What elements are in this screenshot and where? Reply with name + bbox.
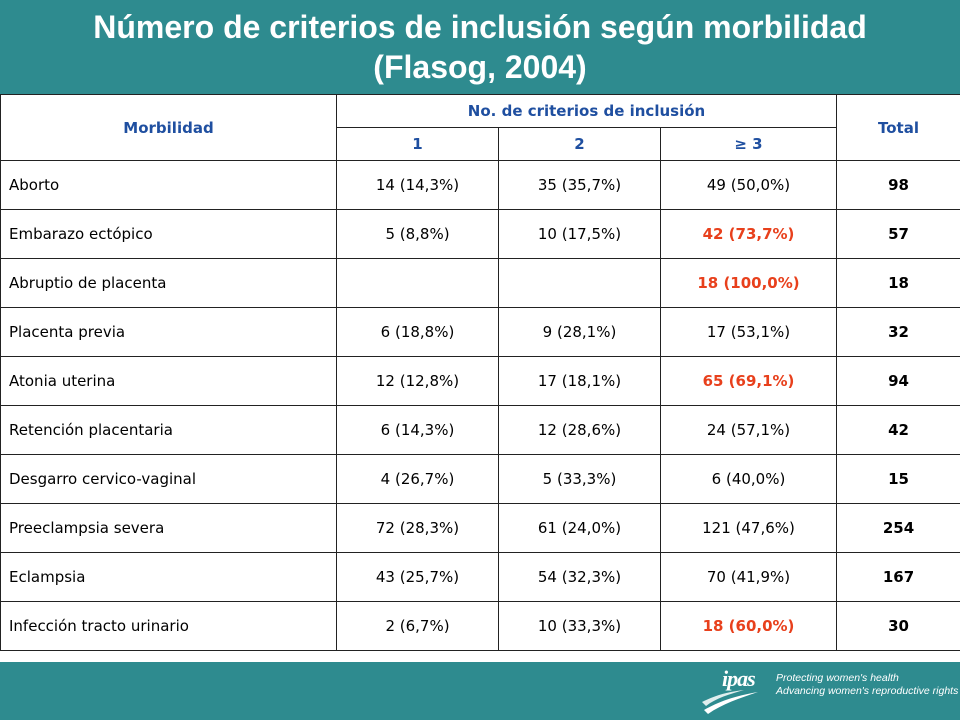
cell-total: 42	[836, 405, 960, 455]
cell-c1: 43 (25,7%)	[336, 552, 499, 602]
cell-c1: 5 (8,8%)	[336, 209, 499, 259]
logo-tagline: Protecting women's health Advancing wome…	[776, 672, 958, 698]
row-label: Aborto	[0, 160, 337, 210]
cell-c3: 70 (41,9%)	[660, 552, 837, 602]
title-line-1: Número de criterios de inclusión según m…	[93, 9, 867, 45]
cell-total: 254	[836, 503, 960, 553]
table-container: Morbilidad No. de criterios de inclusión…	[0, 94, 960, 662]
cell-total: 98	[836, 160, 960, 210]
cell-c2: 10 (17,5%)	[498, 209, 661, 259]
header-criteria-3plus: ≥ 3	[660, 127, 837, 161]
logo-tagline-1: Protecting women's health	[776, 672, 899, 684]
table-row: Embarazo ectópico 5 (8,8%) 10 (17,5%) 42…	[0, 209, 960, 259]
cell-c2: 17 (18,1%)	[498, 356, 661, 406]
cell-c2	[498, 258, 661, 308]
row-label: Abruptio de placenta	[0, 258, 337, 308]
header-criteria-1: 1	[336, 127, 499, 161]
header-criteria-group: No. de criterios de inclusión	[336, 94, 837, 128]
cell-c3: 6 (40,0%)	[660, 454, 837, 504]
cell-c1: 2 (6,7%)	[336, 601, 499, 651]
cell-c1	[336, 258, 499, 308]
cell-c3: 18 (60,0%)	[660, 601, 837, 651]
cell-total: 18	[836, 258, 960, 308]
cell-c2: 35 (35,7%)	[498, 160, 661, 210]
table-row: Retención placentaria 6 (14,3%) 12 (28,6…	[0, 405, 960, 455]
table-row: Eclampsia 43 (25,7%) 54 (32,3%) 70 (41,9…	[0, 552, 960, 602]
cell-total: 15	[836, 454, 960, 504]
cell-c3: 42 (73,7%)	[660, 209, 837, 259]
cell-c3: 24 (57,1%)	[660, 405, 837, 455]
table-row: Preeclampsia severa 72 (28,3%) 61 (24,0%…	[0, 503, 960, 553]
cell-c2: 61 (24,0%)	[498, 503, 661, 553]
cell-c2: 12 (28,6%)	[498, 405, 661, 455]
cell-c2: 9 (28,1%)	[498, 307, 661, 357]
morbidity-table: Morbilidad No. de criterios de inclusión…	[0, 94, 960, 651]
cell-c1: 6 (18,8%)	[336, 307, 499, 357]
cell-c1: 6 (14,3%)	[336, 405, 499, 455]
header-total: Total	[836, 94, 960, 161]
cell-c3: 18 (100,0%)	[660, 258, 837, 308]
row-label: Embarazo ectópico	[0, 209, 337, 259]
table-row: Abruptio de placenta 18 (100,0%) 18	[0, 258, 960, 308]
slide-title: Número de criterios de inclusión según m…	[0, 0, 960, 94]
table-row: Atonia uterina 12 (12,8%) 17 (18,1%) 65 …	[0, 356, 960, 406]
row-label: Placenta previa	[0, 307, 337, 357]
table-row: Infección tracto urinario 2 (6,7%) 10 (3…	[0, 601, 960, 651]
cell-c2: 5 (33,3%)	[498, 454, 661, 504]
cell-c3: 49 (50,0%)	[660, 160, 837, 210]
cell-total: 30	[836, 601, 960, 651]
table-row: Desgarro cervico-vaginal 4 (26,7%) 5 (33…	[0, 454, 960, 504]
row-label: Desgarro cervico-vaginal	[0, 454, 337, 504]
cell-c1: 12 (12,8%)	[336, 356, 499, 406]
cell-c2: 54 (32,3%)	[498, 552, 661, 602]
table-row: Placenta previa 6 (18,8%) 9 (28,1%) 17 (…	[0, 307, 960, 357]
cell-c1: 72 (28,3%)	[336, 503, 499, 553]
logo-brand: ipas	[722, 666, 756, 691]
cell-c3: 121 (47,6%)	[660, 503, 837, 553]
logo-tagline-2: Advancing women's reproductive rights	[776, 685, 959, 697]
cell-c1: 4 (26,7%)	[336, 454, 499, 504]
row-label: Retención placentaria	[0, 405, 337, 455]
row-label: Atonia uterina	[0, 356, 337, 406]
title-line-2: (Flasog, 2004)	[373, 49, 587, 85]
cell-total: 57	[836, 209, 960, 259]
cell-total: 32	[836, 307, 960, 357]
cell-c2: 10 (33,3%)	[498, 601, 661, 651]
header-criteria-2: 2	[498, 127, 661, 161]
row-label: Infección tracto urinario	[0, 601, 337, 651]
cell-c3: 65 (69,1%)	[660, 356, 837, 406]
footer-bar: ipas Protecting women's health Advancing…	[0, 662, 960, 720]
cell-total: 94	[836, 356, 960, 406]
table-row: Aborto 14 (14,3%) 35 (35,7%) 49 (50,0%) …	[0, 160, 960, 210]
row-label: Eclampsia	[0, 552, 337, 602]
ipas-swoosh-icon	[702, 690, 758, 714]
cell-c3: 17 (53,1%)	[660, 307, 837, 357]
ipas-logo: ipas Protecting women's health Advancing…	[700, 666, 958, 716]
row-label: Preeclampsia severa	[0, 503, 337, 553]
cell-c1: 14 (14,3%)	[336, 160, 499, 210]
header-morbilidad: Morbilidad	[0, 94, 337, 161]
cell-total: 167	[836, 552, 960, 602]
